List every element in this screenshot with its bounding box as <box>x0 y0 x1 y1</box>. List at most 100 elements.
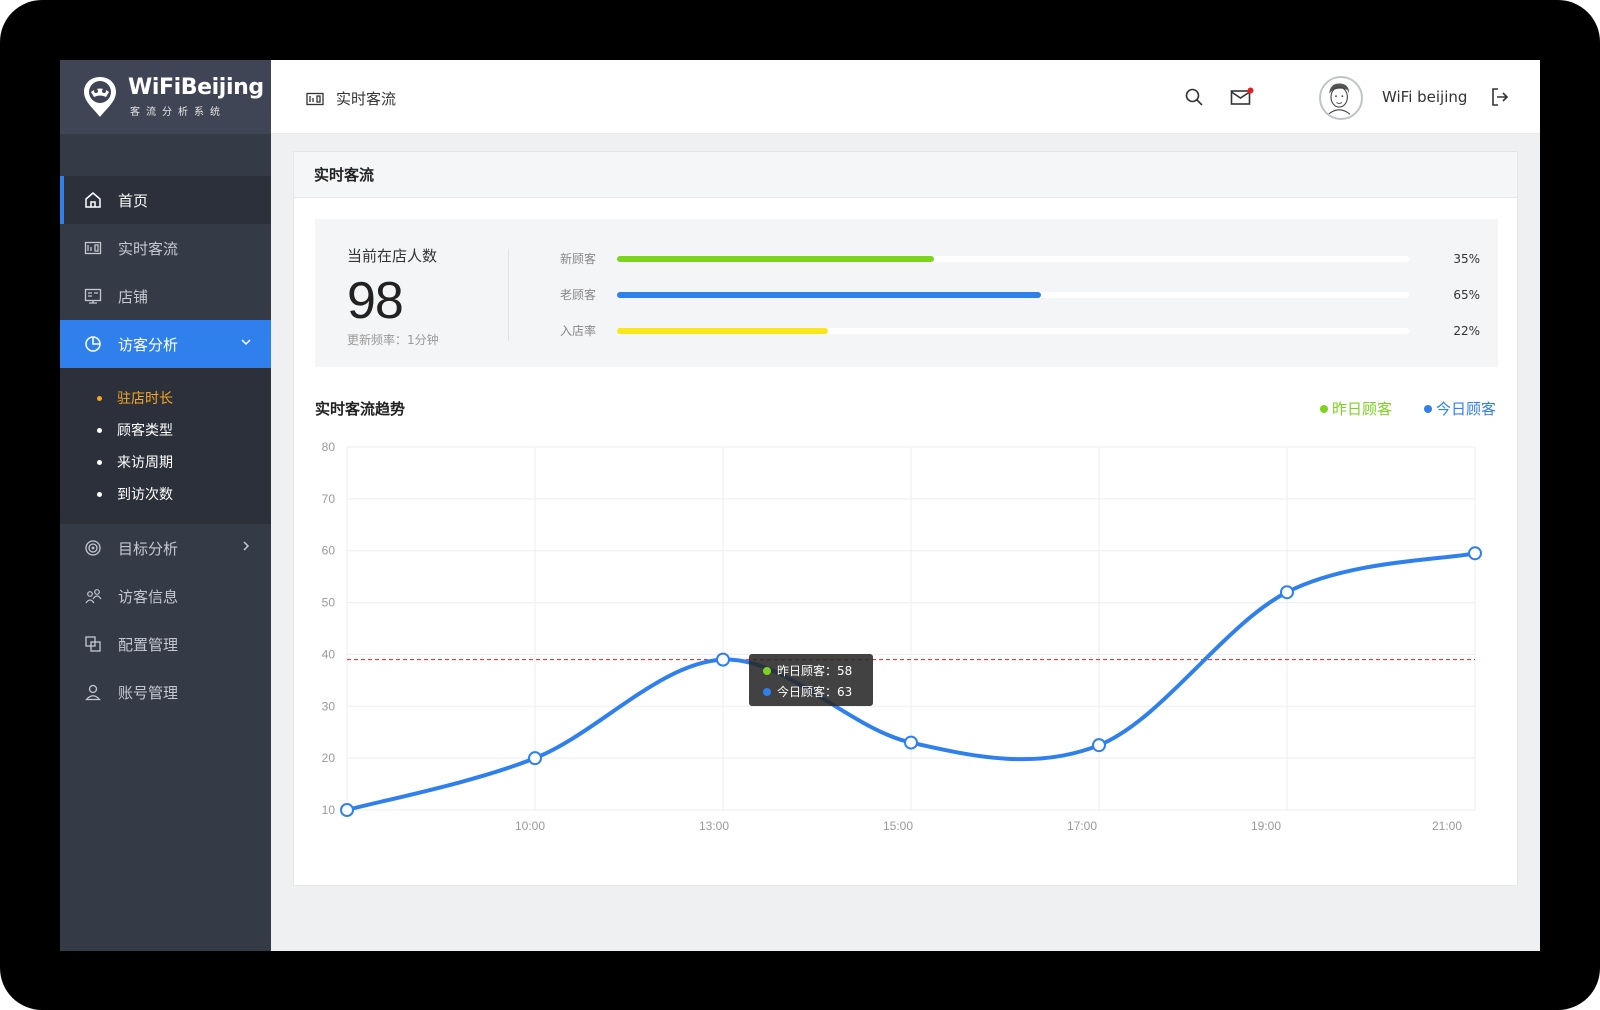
target-icon <box>84 539 102 557</box>
logo-subtitle: 客流分析系统 <box>130 107 226 118</box>
bar-new-customers: 新顾客 35% <box>560 249 1480 269</box>
y-tick-label: 40 <box>322 647 336 661</box>
bar-label: 新顾客 <box>560 252 597 266</box>
trend-title: 实时客流趋势 <box>315 400 406 418</box>
y-tick-label: 80 <box>322 440 336 454</box>
sidebar-item-label: 目标分析 <box>118 539 179 558</box>
submenu-item-visit-cycle[interactable]: 来访周期 <box>60 446 271 478</box>
submenu-item-dwell-time[interactable]: 驻店时长 <box>60 382 271 414</box>
logo-icon <box>84 77 116 117</box>
current-visitors-value: 98 <box>347 272 404 330</box>
sidebar-item-store[interactable]: 店铺 <box>60 272 271 320</box>
realtime-icon <box>84 239 102 257</box>
logo-title: WiFiBeijing <box>128 75 264 100</box>
card-title: 实时客流 <box>294 152 1517 198</box>
submenu-label: 顾客类型 <box>117 423 173 439</box>
x-tick-label: 19:00 <box>1251 819 1281 833</box>
legend-label: 今日顾客 <box>1435 400 1496 418</box>
y-tick-label: 20 <box>322 751 336 765</box>
stats-panel: 当前在店人数 98 更新频率：1分钟 新顾客 35% 老顾客 65% 入店率 <box>315 219 1498 367</box>
tooltip-text: 昨日顾客：58 <box>777 664 853 678</box>
submenu-label: 来访周期 <box>117 455 173 471</box>
current-visitors-label: 当前在店人数 <box>347 247 438 265</box>
sidebar-item-label: 店铺 <box>118 287 149 306</box>
sidebar-item-label: 实时客流 <box>118 239 179 258</box>
sidebar-item-label: 账号管理 <box>118 683 179 702</box>
realtime-card: 实时客流 当前在店人数 98 更新频率：1分钟 新顾客 35% 老顾客 65% <box>293 151 1518 886</box>
legend-dot <box>1319 404 1328 413</box>
submenu-label: 驻店时长 <box>117 391 173 407</box>
top-bar: 实时客流 WiFi beijing <box>271 60 1540 134</box>
bullet-icon <box>97 459 102 465</box>
screen: WiFiBeijing 客流分析系统 首页 实时客流 <box>60 60 1540 951</box>
bar-value: 35% <box>1453 252 1480 266</box>
logo[interactable]: WiFiBeijing 客流分析系统 <box>60 60 271 134</box>
mail-icon[interactable] <box>1230 87 1254 107</box>
legend-today[interactable]: 今日顾客 <box>1423 398 1496 419</box>
home-icon <box>84 191 102 209</box>
tooltip-row-yesterday: 昨日顾客：58 <box>763 660 873 681</box>
bullet-icon <box>97 395 102 401</box>
x-tick-label: 10:00 <box>515 819 545 833</box>
store-icon <box>84 287 102 305</box>
sidebar-item-label: 访客信息 <box>118 587 179 606</box>
divider <box>508 249 509 341</box>
y-tick-label: 60 <box>322 544 336 558</box>
bar-fill <box>617 328 829 334</box>
current-visitors: 当前在店人数 98 更新频率：1分钟 <box>347 219 507 367</box>
legend-label: 昨日顾客 <box>1331 400 1392 418</box>
bar-fill <box>617 256 934 262</box>
data-point <box>528 751 542 766</box>
bar-entry-rate: 入店率 22% <box>560 321 1480 341</box>
data-point <box>904 735 918 750</box>
sidebar-item-visitor-analysis[interactable]: 访客分析 <box>60 320 271 368</box>
x-tick-label: 17:00 <box>1067 819 1097 833</box>
y-tick-label: 10 <box>322 803 336 817</box>
data-point <box>1468 546 1482 561</box>
visitors-icon <box>84 587 102 605</box>
chart-tooltip: 昨日顾客：58 今日顾客：63 <box>749 654 873 706</box>
avatar[interactable] <box>1319 76 1363 120</box>
x-tick-label: 13:00 <box>699 819 729 833</box>
config-icon <box>84 635 102 653</box>
bar-track <box>617 256 1409 262</box>
logout-icon[interactable] <box>1489 86 1511 108</box>
submenu-item-customer-type[interactable]: 顾客类型 <box>60 414 271 446</box>
data-point <box>1092 738 1106 753</box>
sidebar-item-label: 首页 <box>118 191 149 210</box>
y-tick-label: 70 <box>322 492 336 506</box>
tooltip-text: 今日顾客：63 <box>777 685 853 699</box>
y-tick-label: 30 <box>322 699 336 713</box>
x-tick-label: 21:00 <box>1432 819 1462 833</box>
update-frequency: 更新频率：1分钟 <box>347 333 439 347</box>
x-tick-label: 15:00 <box>883 819 913 833</box>
bar-value: 22% <box>1453 324 1480 338</box>
sidebar-item-config[interactable]: 配置管理 <box>60 620 271 668</box>
search-icon[interactable] <box>1184 87 1204 107</box>
tooltip-dot <box>763 666 771 675</box>
sidebar-item-label: 访客分析 <box>118 335 179 354</box>
sidebar-item-visitor-info[interactable]: 访客信息 <box>60 572 271 620</box>
pie-chart-icon <box>84 335 102 353</box>
breadcrumb: 实时客流 <box>306 88 396 109</box>
data-point <box>716 652 730 667</box>
sidebar-nav: 首页 实时客流 店铺 <box>60 176 271 716</box>
sidebar-item-account[interactable]: 账号管理 <box>60 668 271 716</box>
sidebar-item-realtime[interactable]: 实时客流 <box>60 224 271 272</box>
legend-yesterday[interactable]: 昨日顾客 <box>1319 398 1392 419</box>
bar-label: 入店率 <box>560 324 597 338</box>
user-icon <box>84 683 102 701</box>
sidebar-item-home[interactable]: 首页 <box>60 176 271 224</box>
sidebar-item-target-analysis[interactable]: 目标分析 <box>60 524 271 572</box>
bar-fill <box>617 292 1041 298</box>
sidebar: WiFiBeijing 客流分析系统 首页 实时客流 <box>60 60 271 951</box>
trend-chart: 10 20 30 40 50 60 70 80 10:00 13:00 15:00 17:00 19:0… <box>294 432 1519 852</box>
submenu-label: 到访次数 <box>117 487 173 503</box>
data-point <box>340 803 354 817</box>
realtime-icon <box>306 92 324 105</box>
bar-value: 65% <box>1453 288 1480 302</box>
username[interactable]: WiFi beijing <box>1382 88 1468 106</box>
bar-track <box>617 328 1409 334</box>
submenu-item-visit-count[interactable]: 到访次数 <box>60 478 271 510</box>
